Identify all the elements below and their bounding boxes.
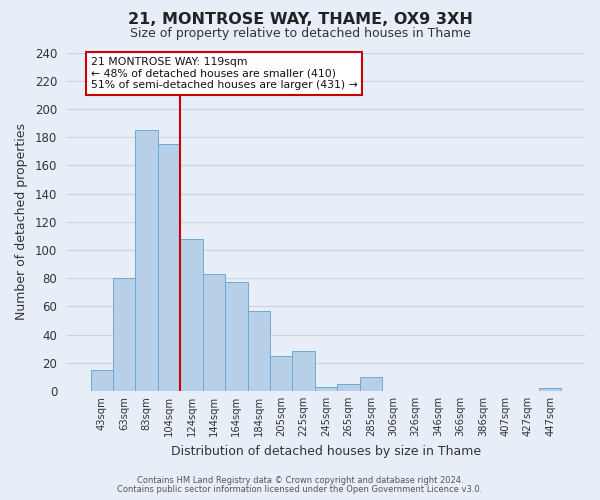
- Text: Size of property relative to detached houses in Thame: Size of property relative to detached ho…: [130, 28, 470, 40]
- Bar: [315, 386, 337, 391]
- Text: Contains HM Land Registry data © Crown copyright and database right 2024.: Contains HM Land Registry data © Crown c…: [137, 476, 463, 485]
- Bar: [136, 130, 158, 391]
- Bar: [113, 278, 136, 391]
- Bar: [337, 384, 359, 391]
- Bar: [203, 274, 225, 391]
- Y-axis label: Number of detached properties: Number of detached properties: [15, 123, 28, 320]
- Bar: [248, 310, 270, 391]
- X-axis label: Distribution of detached houses by size in Thame: Distribution of detached houses by size …: [171, 444, 481, 458]
- Bar: [292, 352, 315, 391]
- Bar: [91, 370, 113, 391]
- Bar: [180, 238, 203, 391]
- Bar: [225, 282, 248, 391]
- Bar: [539, 388, 562, 391]
- Bar: [270, 356, 292, 391]
- Bar: [158, 144, 180, 391]
- Text: 21 MONTROSE WAY: 119sqm
← 48% of detached houses are smaller (410)
51% of semi-d: 21 MONTROSE WAY: 119sqm ← 48% of detache…: [91, 56, 358, 90]
- Text: 21, MONTROSE WAY, THAME, OX9 3XH: 21, MONTROSE WAY, THAME, OX9 3XH: [128, 12, 472, 28]
- Bar: [359, 377, 382, 391]
- Text: Contains public sector information licensed under the Open Government Licence v3: Contains public sector information licen…: [118, 484, 482, 494]
